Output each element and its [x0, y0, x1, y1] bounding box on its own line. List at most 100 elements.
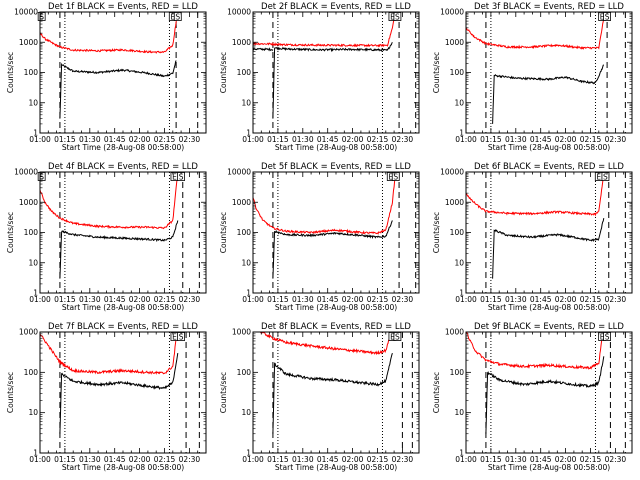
panel-9-x-tick-label: 02:30: [605, 455, 627, 464]
panel-5-x-tick-label: 01:15: [267, 295, 289, 304]
panel-9-series-lld: [466, 332, 604, 370]
panel-4-marker-s-3: S: [179, 173, 184, 182]
panel-8-x-tick-label: 02:30: [392, 455, 414, 464]
panel-6-x-tick-label: 01:15: [480, 295, 502, 304]
panel-4-marker-s-1: S: [39, 173, 44, 182]
panel-7-trace-lld-1: [40, 332, 178, 375]
panel-5-series-lld: [253, 172, 397, 235]
panel-2-x-tick-label: 02:00: [342, 135, 364, 144]
panel-9-x-tick-label: 02:15: [580, 455, 602, 464]
panel-4-y-tick-label: 10000: [14, 168, 38, 177]
panel-7-x-tick-label: 02:30: [179, 455, 201, 464]
panel-4-marker-e-2: E: [172, 173, 177, 182]
panel-6-y-tick-label: 1: [459, 289, 464, 298]
panel-4-x-tick-label: 02:30: [179, 295, 201, 304]
panel-2-x-tick-label: 01:15: [267, 135, 289, 144]
panel-9-x-tick-label: 01:45: [530, 455, 552, 464]
panel-6-title: Det 6f BLACK = Events, RED = LLD: [474, 162, 624, 172]
panel-7-series-events: [59, 353, 179, 434]
panel-7-y-tick-label: 100: [24, 368, 39, 377]
panel-8-x-tick-label: 02:00: [342, 455, 364, 464]
panel-8-marker-e-1: E: [390, 333, 395, 342]
panel-5-x-tick-label: 02:30: [392, 295, 414, 304]
panel-1-x-tick-label: 02:15: [154, 135, 176, 144]
panel-6-x-tick-label: 02:15: [580, 295, 602, 304]
panel-5-y-tick-label: 1000: [232, 198, 251, 207]
panel-3-y-tick-label: 100: [450, 68, 465, 77]
panel-6-y-tick-label: 10000: [440, 168, 464, 177]
panel-3-x-tick-label: 01:15: [480, 135, 502, 144]
panel-1-title: Det 1f BLACK = Events, RED = LLD: [48, 2, 198, 12]
panel-5-y-tick-label: 100: [237, 228, 252, 237]
panel-2-series-events: [253, 42, 393, 119]
panel-5-x-tick-label: 02:00: [342, 295, 364, 304]
panel-4-y-tick-label: 100: [24, 228, 39, 237]
panel-9-y-tick-label: 100: [450, 368, 465, 377]
panel-7-marker-e-1: E: [172, 333, 177, 342]
panel-1-x-tick-label: 01:30: [79, 135, 101, 144]
panel-9-x-tick-label: 02:00: [555, 455, 577, 464]
panel-6-marker-s-2: S: [603, 173, 608, 182]
panel-4-y-tick-label: 10: [28, 258, 38, 267]
panel-1-y-tick-label: 10000: [14, 8, 38, 17]
panel-1-trace-events-1: [59, 60, 177, 119]
panel-8-y-tick-label: 100: [237, 368, 252, 377]
panel-5-marker-s-2: S: [393, 173, 398, 182]
panel-4-x-tick-label: 01:15: [54, 295, 76, 304]
panel-6-x-tick-label: 02:00: [555, 295, 577, 304]
panel-8-trace-lld-1: [260, 332, 393, 356]
panel-5-x-tick-label: 01:30: [292, 295, 314, 304]
panel-4-y-axis-label: Counts/sec: [6, 212, 15, 253]
panel-9-trace-events-1: [485, 356, 605, 434]
panel-5-x-tick-label: 02:15: [367, 295, 389, 304]
panel-5-trace-lld-1: [253, 172, 397, 235]
panel-2-series-lld: [253, 12, 396, 48]
panel-4-x-tick-label: 01:30: [79, 295, 101, 304]
panel-8-marker-s-2: S: [395, 333, 400, 342]
panel-6-trace-events-1: [492, 218, 605, 279]
panel-7-y-tick-label: 1: [33, 449, 38, 458]
panel-4-x-tick-label: 01:00: [29, 295, 51, 304]
panel-1-x-tick-label: 01:15: [54, 135, 76, 144]
panel-9-marker-s-2: S: [605, 333, 610, 342]
panel-3-series-events: [492, 64, 605, 124]
panel-6-x-tick-label: 01:30: [505, 295, 527, 304]
panel-8-x-tick-label: 02:15: [367, 455, 389, 464]
panel-1-marker-e-2: E: [170, 13, 175, 22]
panel-8-x-tick-label: 01:30: [292, 455, 314, 464]
panel-9-x-tick-label: 01:00: [455, 455, 477, 464]
panel-1-y-tick-label: 1000: [19, 38, 38, 47]
panel-1-y-tick-label: 10: [28, 98, 38, 107]
panel-5-y-axis-label: Counts/sec: [219, 212, 228, 253]
panel-2-x-tick-label: 02:15: [367, 135, 389, 144]
panel-8-y-axis-label: Counts/sec: [219, 372, 228, 413]
panel-6-x-tick-label: 02:30: [605, 295, 627, 304]
panel-5-trace-events-1: [272, 220, 393, 279]
panel-5-x-axis-label: Start Time (28-Aug-08 00:58:00): [275, 303, 397, 312]
panel-2-marker-s-2: S: [395, 13, 400, 22]
panel-1-series-lld: [40, 12, 178, 54]
panel-6-y-tick-label: 100: [450, 228, 465, 237]
panel-5-marker-e-1: E: [388, 173, 393, 182]
panel-8-y-tick-label: 10: [241, 408, 251, 417]
panel-9-y-tick-label: 10: [454, 408, 464, 417]
panel-2-title: Det 2f BLACK = Events, RED = LLD: [261, 2, 411, 12]
panel-7-series-lld: [40, 332, 178, 375]
panel-5-y-tick-label: 1: [246, 289, 251, 298]
panel-1-y-tick-label: 1: [33, 129, 38, 138]
panel-7-x-tick-label: 01:45: [104, 455, 126, 464]
panel-7-x-tick-label: 01:30: [79, 455, 101, 464]
panel-6-series-lld: [466, 173, 605, 217]
panel-3-marker-e-1: E: [600, 13, 605, 22]
panel-8-x-tick-label: 01:45: [317, 455, 339, 464]
panel-5-title: Det 5f BLACK = Events, RED = LLD: [261, 162, 411, 172]
panel-9-y-tick-label: 1000: [445, 328, 464, 337]
panel-4-title: Det 4f BLACK = Events, RED = LLD: [48, 162, 198, 172]
panel-2-trace-lld-1: [253, 12, 396, 48]
panel-8-trace-events-1: [272, 352, 393, 434]
